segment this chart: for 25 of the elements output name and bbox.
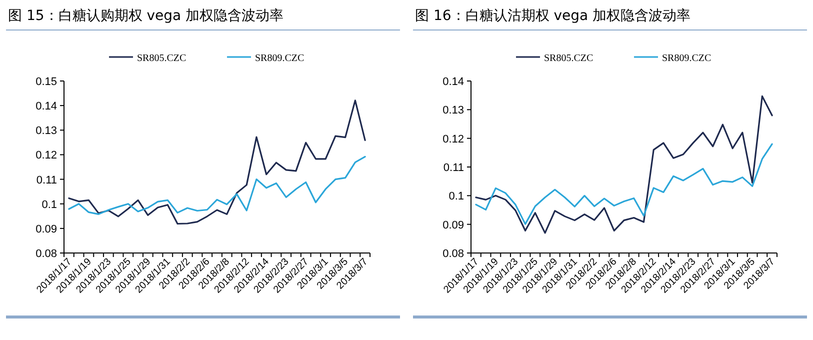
line-series — [475, 143, 773, 225]
chart-title: 图 15：白糖认购期权 vega 加权隐含波动率 — [8, 8, 284, 24]
line-series — [68, 100, 366, 225]
legend-label: SR809.CZC — [255, 53, 305, 64]
legend-label: SR805.CZC — [544, 53, 594, 64]
legend-label: SR805.CZC — [137, 53, 187, 64]
y-tick-label: 0.12 — [442, 133, 464, 146]
y-tick-label: 0.14 — [36, 100, 57, 113]
legend-label: SR809.CZC — [662, 53, 712, 64]
line-series — [475, 95, 773, 234]
y-tick-label: 0.11 — [443, 162, 464, 174]
y-tick-label: 0.11 — [36, 174, 57, 186]
y-tick-label: 0.14 — [442, 76, 464, 88]
line-series — [68, 156, 366, 215]
y-tick-label: 0.08 — [442, 248, 464, 260]
y-tick-label: 0.13 — [442, 104, 464, 117]
y-tick-label: 0.09 — [442, 219, 464, 232]
y-tick-label: 0.13 — [36, 125, 57, 138]
chart-title: 图 16：白糖认沽期权 vega 加权隐含波动率 — [415, 8, 691, 24]
y-tick-label: 0.12 — [36, 150, 57, 162]
y-tick-label: 0.1 — [448, 190, 464, 203]
y-tick-label: 0.09 — [36, 223, 57, 236]
y-tick-label: 0.08 — [36, 248, 57, 260]
y-tick-label: 0.1 — [42, 198, 57, 211]
y-tick-label: 0.15 — [36, 76, 57, 88]
